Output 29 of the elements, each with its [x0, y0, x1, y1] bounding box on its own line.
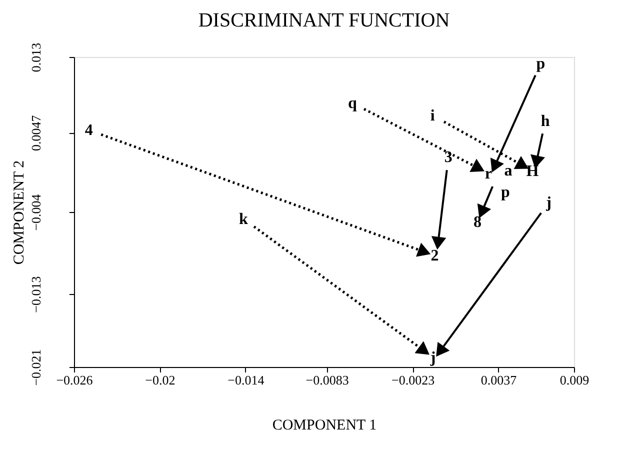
- x-tick-label: −0.0083: [306, 372, 349, 388]
- annotation: H: [526, 162, 540, 180]
- x-tick-label: 0.009: [560, 372, 590, 388]
- x-tick-label: 0.0037: [480, 372, 518, 388]
- annotation: a: [504, 162, 512, 180]
- annotation: r: [484, 165, 492, 182]
- annotation: i: [430, 107, 436, 124]
- annotation: k: [239, 210, 248, 228]
- y-tick-label: −0.021: [28, 349, 44, 386]
- annotation: p: [536, 55, 546, 72]
- annotation: p: [501, 184, 510, 201]
- annotation: 8: [474, 214, 482, 232]
- y-tick-label: −0.004: [28, 194, 44, 231]
- y-axis-title: COMPONENT 2: [12, 160, 28, 265]
- y-tick-label: 0.013: [28, 42, 44, 72]
- chart-title: DISCRIMINANT FUNCTION: [198, 9, 450, 32]
- annotation: q: [348, 95, 357, 112]
- annotation: 2: [430, 248, 439, 265]
- annotation: 4: [84, 122, 93, 140]
- annotation: h: [540, 112, 550, 130]
- y-tick-label: −0.013: [28, 276, 44, 313]
- x-tick-label: −0.0023: [392, 372, 435, 388]
- annotation: j: [545, 194, 552, 212]
- x-axis-title: COMPONENT 1: [272, 418, 377, 434]
- x-tick-label: −0.026: [56, 372, 94, 388]
- y-tick-label: 0.0047: [28, 114, 44, 152]
- annotation: j: [429, 349, 436, 366]
- x-tick-label: −0.02: [145, 372, 176, 388]
- x-tick-label: −0.014: [228, 372, 265, 388]
